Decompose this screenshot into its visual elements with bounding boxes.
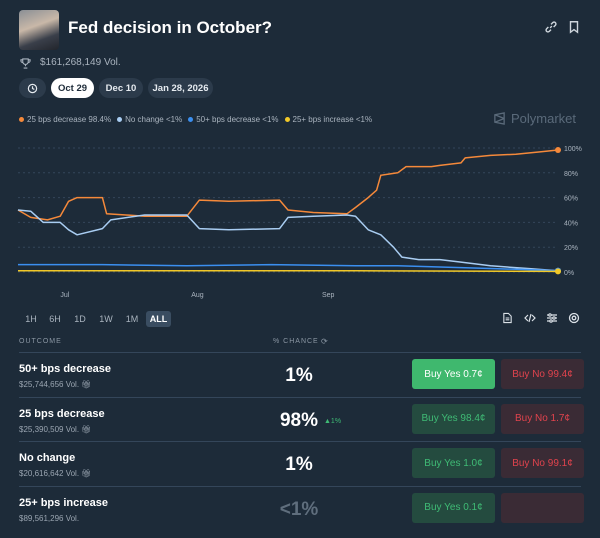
date-tab-dec-10[interactable]: Dec 10 bbox=[99, 78, 143, 98]
buy-yes-button[interactable]: Buy Yes 0.1¢ bbox=[412, 492, 495, 523]
outcome-row[interactable]: 25+ bps increase $89,561,296 Vol. <1% Bu… bbox=[19, 485, 584, 531]
trophy-icon bbox=[20, 56, 32, 69]
outcome-row[interactable]: 50+ bps decrease $25,744,656 Vol. 🎁︎ 1% … bbox=[19, 352, 584, 397]
link-icon[interactable] bbox=[544, 20, 560, 36]
legend-item: No change <1% bbox=[117, 115, 182, 124]
outcome-name: 50+ bps decrease bbox=[19, 363, 112, 375]
clock-icon bbox=[27, 83, 38, 93]
y-tick-label: 80% bbox=[564, 171, 578, 178]
sliders-icon[interactable] bbox=[546, 311, 558, 323]
buy-no-button[interactable] bbox=[501, 492, 584, 523]
history-button[interactable] bbox=[19, 78, 46, 98]
price-chart[interactable]: 0% 20% 40% 60% 80% 100% Jul Aug Sep bbox=[0, 135, 600, 305]
outcome-row[interactable]: 25 bps decrease $25,390,509 Vol. 🎁︎ 98% … bbox=[19, 396, 584, 442]
date-tab-oct-29[interactable]: Oct 29 bbox=[51, 78, 94, 98]
y-tick-label: 40% bbox=[564, 220, 578, 227]
chance-column-header: % CHANCE bbox=[273, 338, 319, 345]
event-image bbox=[19, 10, 59, 50]
buy-yes-button[interactable]: Buy Yes 1.0¢ bbox=[412, 448, 495, 478]
refresh-icon[interactable]: ⟳ bbox=[321, 337, 328, 346]
outcome-chance: 1% bbox=[285, 365, 313, 386]
buy-yes-button[interactable]: Buy Yes 98.4¢ bbox=[412, 403, 495, 434]
polymarket-logo: Polymarket bbox=[493, 111, 576, 126]
y-tick-label: 100% bbox=[564, 146, 582, 153]
chart-legend: 25 bps decrease 98.4% No change <1% 50+ … bbox=[19, 115, 372, 124]
buy-no-button[interactable]: Buy No 99.1¢ bbox=[501, 448, 584, 478]
gift-icon: 🎁︎ bbox=[81, 424, 92, 434]
series-line bbox=[17, 209, 559, 272]
page-title: Fed decision in October? bbox=[68, 18, 273, 37]
settings-icon[interactable] bbox=[568, 311, 580, 324]
outcome-volume: $25,744,656 Vol. 🎁︎ bbox=[19, 380, 92, 389]
outcome-name: 25 bps decrease bbox=[19, 407, 105, 420]
legend-item: 25 bps decrease 98.4% bbox=[19, 115, 111, 124]
y-tick-label: 20% bbox=[564, 245, 578, 252]
bookmark-icon[interactable] bbox=[567, 20, 583, 36]
legend-item: 50+ bps decrease <1% bbox=[188, 115, 279, 124]
outcome-chance: 1% bbox=[285, 454, 313, 475]
buy-no-button[interactable]: Buy No 99.4¢ bbox=[501, 359, 584, 389]
chance-delta: ▲1% bbox=[324, 417, 342, 425]
document-icon[interactable] bbox=[502, 311, 514, 324]
y-tick-label: 0% bbox=[564, 270, 574, 277]
range-1w[interactable]: 1W bbox=[99, 314, 113, 324]
y-tick-label: 60% bbox=[564, 196, 578, 203]
series-line bbox=[17, 149, 559, 221]
outcome-column-header: OUTCOME bbox=[19, 338, 62, 345]
outcome-chance: 98% bbox=[279, 409, 319, 431]
series-endpoint bbox=[555, 146, 561, 153]
gift-icon: 🎁︎ bbox=[81, 380, 92, 389]
outcome-name: 25+ bps increase bbox=[19, 496, 108, 509]
outcome-name: No change bbox=[19, 452, 76, 464]
series-line bbox=[18, 263, 559, 272]
x-tick-label: Jul bbox=[60, 292, 69, 299]
range-1m[interactable]: 1M bbox=[125, 314, 139, 324]
outcome-chance: <1% bbox=[279, 498, 319, 520]
embed-code-icon[interactable] bbox=[524, 311, 536, 323]
x-tick-label: Aug bbox=[191, 292, 204, 299]
outcome-volume: $89,561,296 Vol. bbox=[19, 513, 80, 523]
range-6h[interactable]: 6H bbox=[49, 314, 61, 324]
outcome-volume: $25,390,509 Vol. 🎁︎ bbox=[19, 424, 92, 434]
gift-icon: 🎁︎ bbox=[81, 469, 92, 478]
range-1d[interactable]: 1D bbox=[74, 314, 86, 324]
outcome-row[interactable]: No change $20,616,642 Vol. 🎁︎ 1% Buy Yes… bbox=[19, 441, 584, 486]
range-all[interactable]: ALL bbox=[146, 311, 171, 327]
buy-no-button[interactable]: Buy No 1.7¢ bbox=[501, 403, 584, 434]
series-line bbox=[18, 270, 559, 273]
x-tick-label: Sep bbox=[322, 292, 335, 299]
buy-yes-button[interactable]: Buy Yes 0.7¢ bbox=[412, 359, 495, 389]
range-1h[interactable]: 1H bbox=[25, 314, 37, 324]
total-volume: $161,268,149 Vol. bbox=[40, 57, 121, 68]
outcome-volume: $20,616,642 Vol. 🎁︎ bbox=[19, 469, 92, 478]
date-tab-jan-28[interactable]: Jan 28, 2026 bbox=[148, 78, 213, 98]
series-endpoint bbox=[555, 268, 561, 275]
legend-item: 25+ bps increase <1% bbox=[284, 115, 372, 124]
